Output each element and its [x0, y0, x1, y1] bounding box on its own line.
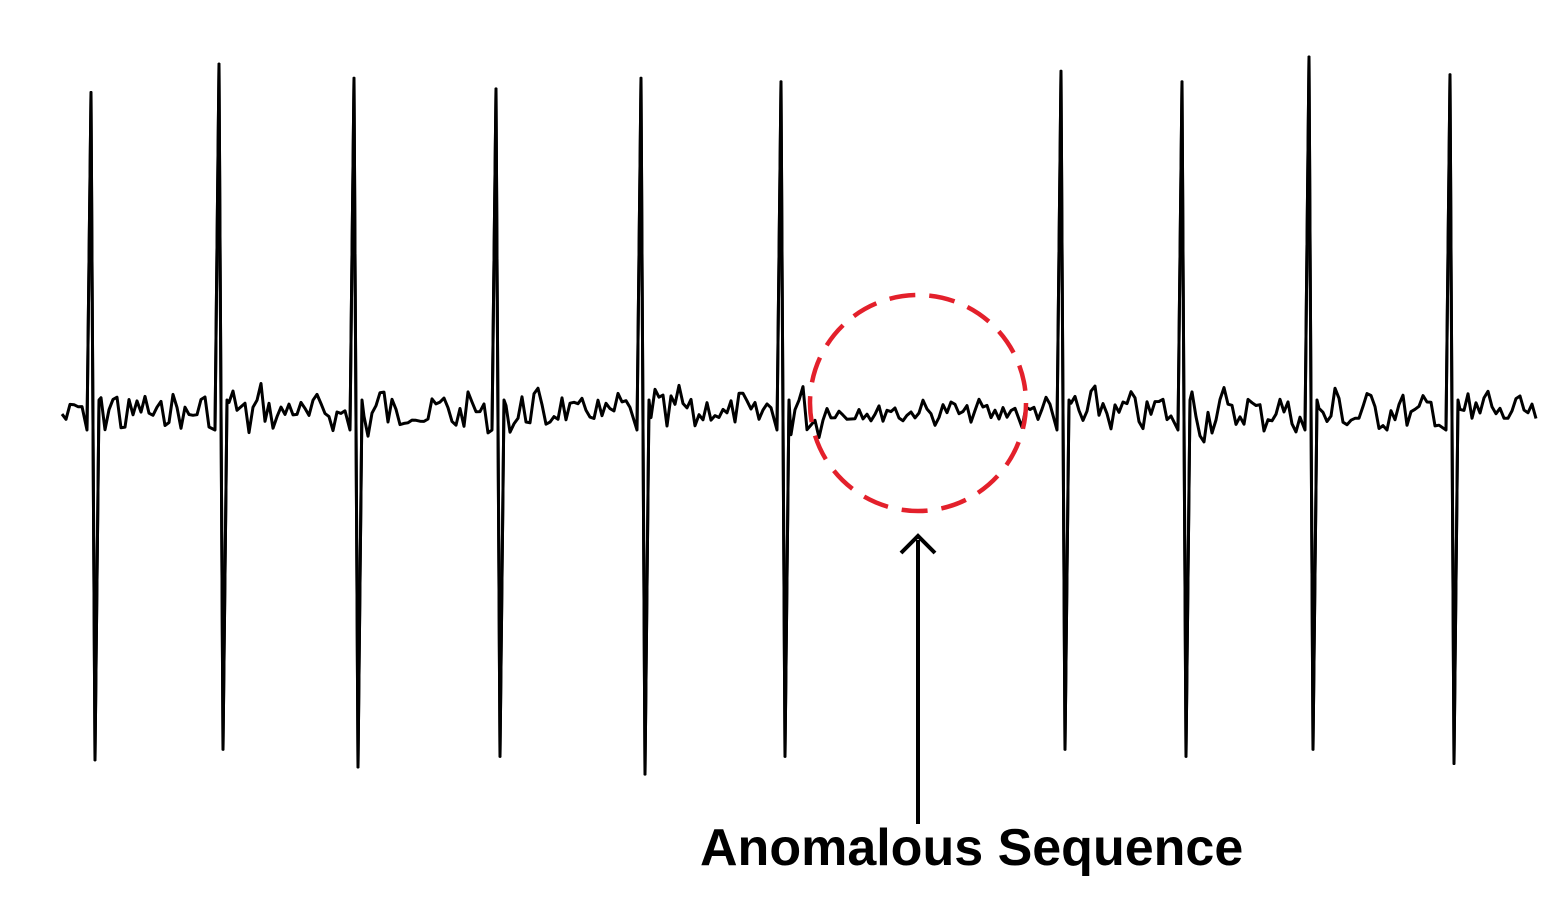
- qrs-complex-9: [1176, 80, 1192, 758]
- annotation-label: Anomalous Sequence: [700, 819, 1244, 877]
- anomaly-highlight-circle: [807, 292, 1029, 514]
- qrs-complex-10: [1303, 55, 1319, 751]
- qrs-complex-6: [775, 80, 791, 758]
- qrs-complex-1: [85, 91, 101, 762]
- annotation-arrow: [899, 533, 937, 824]
- ecg-series: [60, 55, 1538, 776]
- qrs-complex-2: [213, 62, 229, 751]
- qrs-complex-8: [1055, 69, 1071, 751]
- qrs-complex-11: [1444, 73, 1460, 765]
- qrs-complex-4: [490, 87, 506, 758]
- qrs-complex-3: [348, 76, 364, 769]
- ecg-trace-line: [60, 55, 1538, 776]
- qrs-complex-5: [635, 76, 651, 776]
